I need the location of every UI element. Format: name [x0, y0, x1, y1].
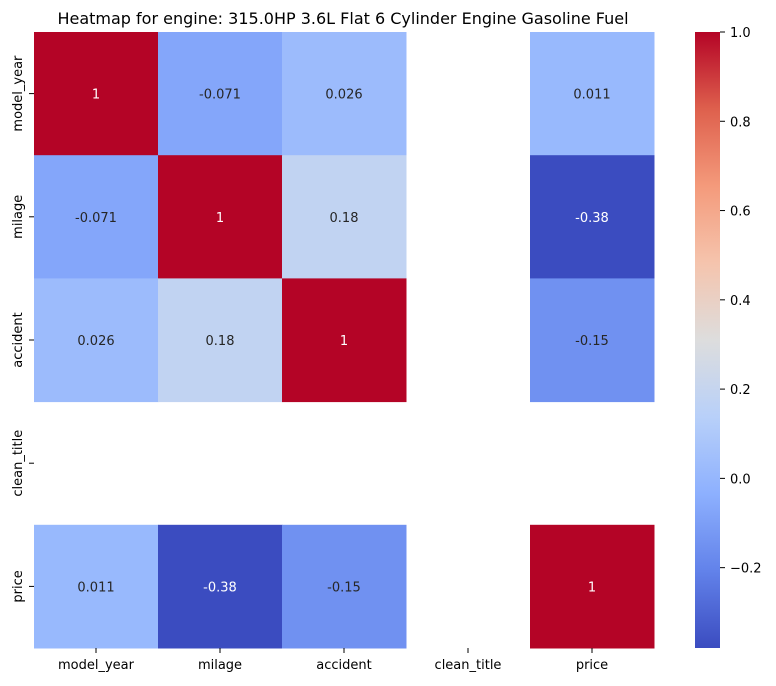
cell-annotation: 1: [92, 88, 100, 103]
y-tick-label: price: [11, 570, 26, 602]
colorbar-tick-label: 0.8: [730, 115, 751, 130]
heatmap-cell: [158, 32, 283, 156]
heatmap-cell: [530, 32, 655, 156]
cell-annotation: 0.011: [573, 88, 610, 103]
x-tick-label: accident: [316, 658, 371, 673]
colorbar-tick-label: 0.2: [730, 383, 751, 398]
cell-annotation: 0.18: [330, 211, 359, 226]
colorbar-tick-label: 1.0: [730, 26, 751, 41]
cell-annotation: 0.026: [325, 88, 362, 103]
cell-annotations: 1 -0.071 0.026 0.011 -0.071 1 0.18 -0.38 0.026 0.…: [75, 88, 611, 596]
cell-annotation: 1: [216, 211, 224, 226]
heatmap-cell: [282, 524, 407, 649]
colorbar-tick-label: 0.0: [730, 472, 751, 487]
heatmap-cell: [158, 278, 283, 403]
cell-annotation: -0.15: [575, 334, 609, 349]
heatmap-cell: [34, 524, 159, 649]
colorbar: [695, 32, 720, 648]
x-axis: model_year milage accident clean_title price: [58, 648, 608, 673]
chart-title: Heatmap for engine: 315.0HP 3.6L Flat 6 …: [57, 9, 628, 28]
cell-annotation: 0.18: [206, 334, 235, 349]
heatmap-cells: [34, 32, 655, 649]
cell-annotation: -0.15: [327, 580, 361, 595]
cell-annotation: -0.071: [199, 88, 241, 103]
x-tick-label: model_year: [58, 658, 135, 673]
x-tick-label: milage: [198, 658, 242, 673]
heatmap-cell: [34, 155, 159, 279]
heatmap-cell: [282, 278, 407, 403]
y-tick-label: clean_title: [11, 430, 26, 497]
colorbar-tick-label: 0.4: [730, 294, 751, 309]
cell-annotation: 0.026: [77, 334, 114, 349]
cell-annotation: 0.011: [77, 580, 114, 595]
y-tick-label: model_year: [11, 55, 26, 132]
heatmap-cell: [34, 278, 159, 403]
colorbar-tick-label: −0.2: [730, 562, 762, 577]
colorbar-tick-label: 0.6: [730, 205, 751, 220]
heatmap-cell: [530, 278, 655, 403]
cell-annotation: -0.071: [75, 211, 117, 226]
cell-annotation: 1: [588, 580, 596, 595]
cell-annotation: -0.38: [575, 211, 609, 226]
cell-annotation: 1: [340, 334, 348, 349]
colorbar-ticks: 1.0 0.8 0.6 0.4 0.2 0.0 −0.2: [720, 26, 762, 577]
heatmap-cell: [34, 32, 159, 156]
y-tick-label: accident: [11, 312, 26, 367]
x-tick-label: price: [576, 658, 608, 673]
cell-annotation: -0.38: [203, 580, 237, 595]
heatmap-cell: [282, 155, 407, 279]
heatmap-cell: [158, 155, 283, 279]
x-tick-label: clean_title: [435, 658, 502, 673]
heatmap-cell: [530, 155, 655, 279]
heatmap-cell: [530, 524, 655, 649]
y-tick-label: milage: [11, 195, 26, 239]
heatmap-cell: [282, 32, 407, 156]
heatmap-cell: [158, 524, 283, 649]
